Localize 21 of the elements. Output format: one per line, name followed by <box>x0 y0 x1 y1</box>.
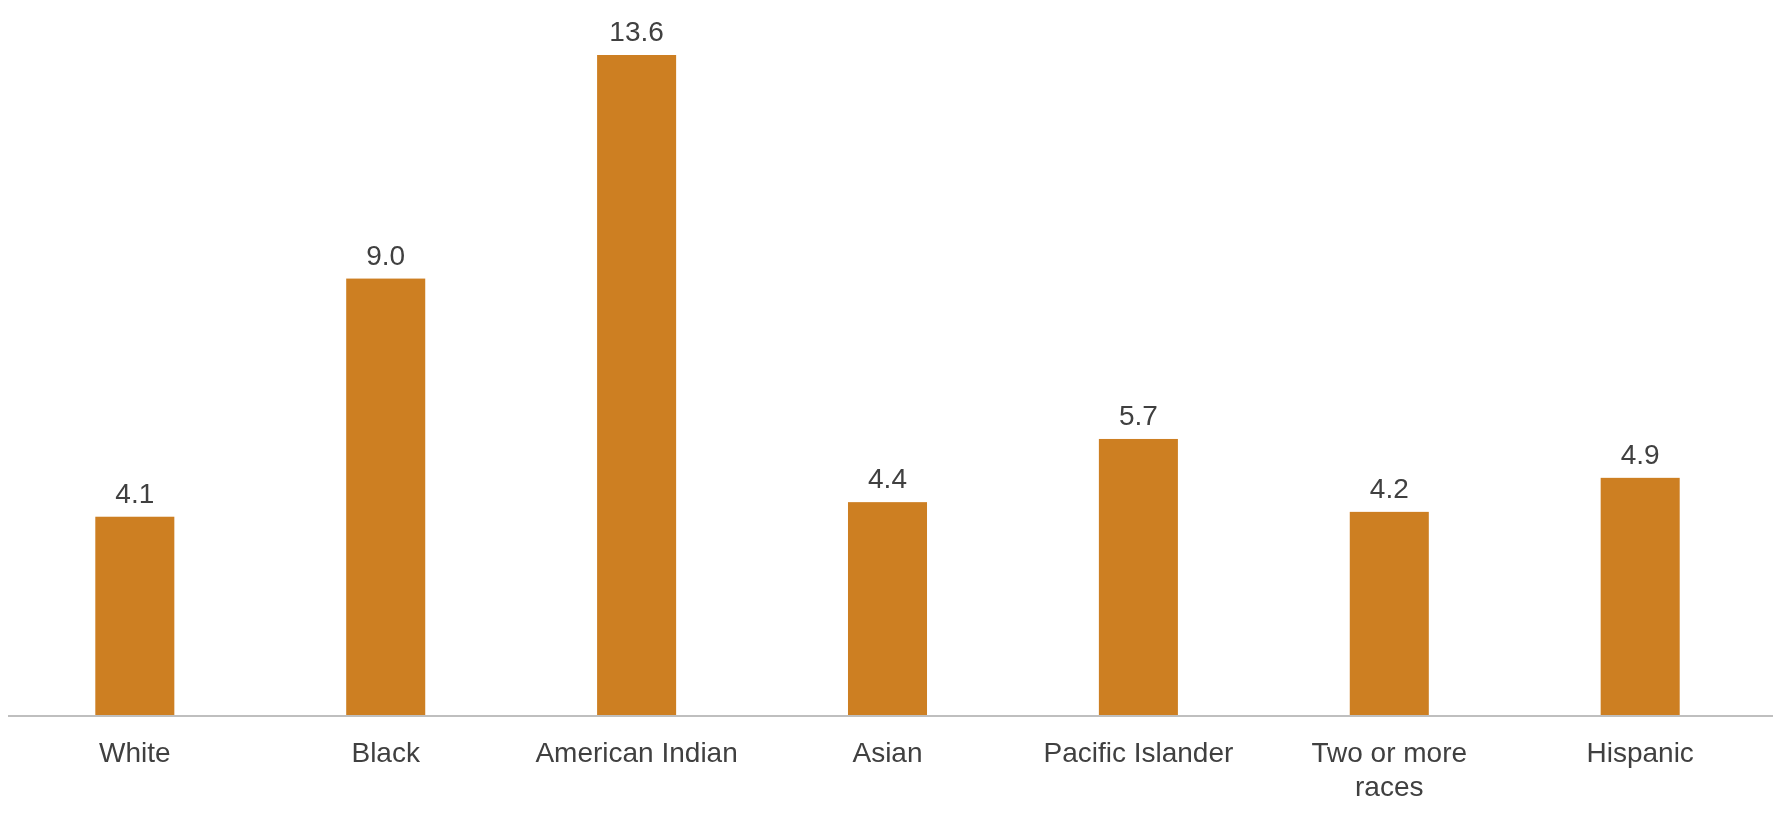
bar <box>1098 438 1178 716</box>
x-tick-label: American Indian <box>535 737 738 768</box>
data-label: 4.1 <box>115 477 155 509</box>
data-label: 4.9 <box>1620 438 1660 470</box>
x-tick-label: Pacific Islander <box>1043 737 1234 768</box>
bar <box>95 516 175 716</box>
x-tick-label: Hispanic <box>1586 737 1694 768</box>
x-tick-label: Asian <box>852 737 923 768</box>
bar <box>1349 511 1429 716</box>
x-tick-label: Two or more races <box>1311 737 1468 802</box>
bar <box>346 278 426 716</box>
x-tick-label: Black <box>351 737 421 768</box>
bar <box>1600 477 1680 716</box>
data-label: 4.2 <box>1369 472 1409 504</box>
data-label: 9.0 <box>366 239 406 271</box>
data-label: 13.6 <box>609 16 664 47</box>
bar <box>597 55 677 716</box>
data-label: 4.4 <box>868 463 907 495</box>
x-tick-label: White <box>99 737 171 768</box>
bar <box>847 502 928 716</box>
data-label: 5.7 <box>1118 399 1158 431</box>
